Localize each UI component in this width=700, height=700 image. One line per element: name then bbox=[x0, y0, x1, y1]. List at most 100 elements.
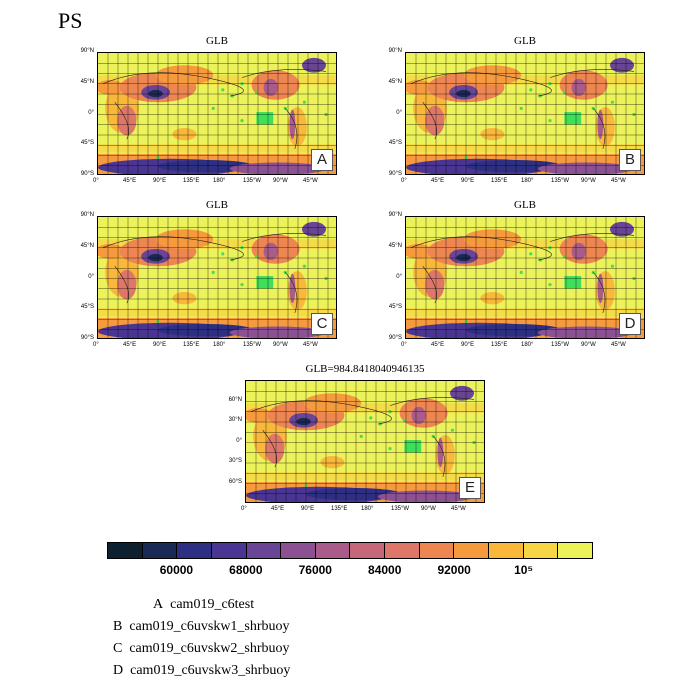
longitude-tick-label: 135°E bbox=[331, 506, 348, 512]
latitude-tick-label: 45°S bbox=[388, 140, 402, 147]
longitude-tick-label: 45°E bbox=[123, 178, 137, 184]
panel-title: GLB bbox=[206, 35, 228, 47]
longitude-tick-label: 45°W bbox=[303, 178, 318, 184]
latitude-tick-label: 90°S bbox=[80, 171, 94, 177]
longitude-tick-label: 90°W bbox=[273, 178, 288, 184]
colorbar-swatch bbox=[211, 543, 247, 558]
colorbar-tick-label: 92000 bbox=[437, 563, 471, 577]
colorbar-swatch bbox=[523, 543, 559, 558]
longitude-tick-label: 90°E bbox=[153, 342, 167, 348]
latitude-tick-label: 60°S bbox=[228, 478, 242, 485]
colorbar-swatch bbox=[177, 543, 212, 558]
longitude-tick-label: 45°W bbox=[451, 506, 466, 512]
latitude-tick-label: 0° bbox=[396, 273, 402, 280]
legend-case-name: cam019_c6uvskw1_shrbuoy bbox=[129, 619, 290, 634]
legend-entry-c: C cam019_c6uvskw2_shrbuoy bbox=[113, 641, 290, 657]
latitude-tick-label: 90°S bbox=[388, 171, 402, 177]
panel-title: GLB bbox=[514, 199, 536, 211]
longitude-tick-label: 135°W bbox=[551, 178, 570, 184]
panel-title: GLB=984.8418040946135 bbox=[305, 363, 425, 375]
longitude-tick-label: 135°W bbox=[243, 342, 262, 348]
legend-letter: A bbox=[153, 597, 164, 612]
map-plot bbox=[245, 380, 485, 503]
latitude-tick-label: 45°N bbox=[80, 242, 94, 249]
legend-letter: D bbox=[113, 663, 124, 678]
latitude-tick-label: 45°S bbox=[80, 140, 94, 147]
pressure-field-map bbox=[246, 381, 484, 502]
longitude-tick-label: 45°W bbox=[611, 342, 626, 348]
panel-letter-label: A bbox=[311, 149, 333, 171]
longitude-tick-label: 45°E bbox=[123, 342, 137, 348]
longitude-tick-label: 90°E bbox=[153, 178, 167, 184]
latitude-tick-label: 45°N bbox=[388, 242, 402, 249]
latitude-tick-label: 45°S bbox=[388, 304, 402, 311]
latitude-tick-label: 45°N bbox=[388, 78, 402, 85]
legend-case-name: cam019_c6uvskw3_shrbuoy bbox=[130, 663, 291, 678]
longitude-tick-label: 180° bbox=[521, 178, 534, 184]
colorbar-swatch bbox=[142, 543, 178, 558]
longitude-tick-label: 90°E bbox=[301, 506, 315, 512]
latitude-tick-label: 90°N bbox=[80, 212, 94, 218]
longitude-tick-label: 90°W bbox=[581, 342, 596, 348]
latitude-tick-label: 30°N bbox=[228, 417, 242, 423]
longitude-tick-label: 135°W bbox=[551, 342, 570, 348]
panel-title: GLB bbox=[514, 35, 536, 47]
latitude-tick-label: 45°S bbox=[80, 304, 94, 311]
colorbar-swatch bbox=[246, 543, 282, 558]
map-plot bbox=[405, 216, 645, 339]
colorbar-swatch bbox=[558, 543, 592, 558]
map-panel-c: GLB C 90°N 45°N 0° 45°S 90°S 0° 45°E 90°E 135°E 1… bbox=[81, 199, 337, 348]
panel-letter-label: C bbox=[311, 313, 333, 335]
colorbar-swatch bbox=[489, 543, 524, 558]
latitude-tick-label: 0° bbox=[236, 437, 242, 444]
panel-title: GLB bbox=[206, 199, 228, 211]
latitude-tick-label: 45°N bbox=[80, 78, 94, 85]
colorbar-tick-label: 68000 bbox=[229, 563, 263, 577]
longitude-tick-label: 0° bbox=[93, 178, 99, 184]
legend-entry-a: A cam019_c6test bbox=[153, 597, 254, 613]
map-plot bbox=[405, 52, 645, 175]
longitude-tick-label: 0° bbox=[401, 342, 407, 348]
panel-letter-label: B bbox=[619, 149, 641, 171]
map-plot bbox=[97, 52, 337, 175]
latitude-tick-label: 60°N bbox=[228, 396, 242, 403]
longitude-tick-label: 45°E bbox=[431, 342, 445, 348]
colorbar-swatch bbox=[108, 543, 143, 558]
longitude-tick-label: 180° bbox=[213, 342, 226, 348]
colorbar-swatch bbox=[281, 543, 316, 558]
map-panel-a: GLB A 90°N 45°N 0° 45°S 90°S 0° 45°E 90°E 135°E 1… bbox=[81, 35, 337, 184]
longitude-tick-label: 135°E bbox=[183, 342, 200, 348]
longitude-tick-label: 90°E bbox=[461, 342, 475, 348]
legend-entry-d: D cam019_c6uvskw3_shrbuoy bbox=[113, 663, 290, 679]
latitude-tick-label: 90°N bbox=[388, 212, 402, 218]
colorbar-swatch bbox=[454, 543, 490, 558]
map-panel-b: GLB B 90°N 45°N 0° 45°S 90°S 0° 45°E 90°E 135°E 1… bbox=[389, 35, 645, 184]
colorbar-swatch bbox=[385, 543, 420, 558]
pressure-field-map bbox=[98, 217, 336, 338]
longitude-tick-label: 45°W bbox=[303, 342, 318, 348]
longitude-tick-label: 135°W bbox=[391, 506, 410, 512]
longitude-tick-label: 0° bbox=[401, 178, 407, 184]
pressure-field-map bbox=[98, 53, 336, 174]
latitude-tick-label: 90°N bbox=[388, 48, 402, 54]
colorbar-tick-label: 84000 bbox=[368, 563, 402, 577]
longitude-tick-label: 135°E bbox=[491, 342, 508, 348]
colorbar-swatch bbox=[350, 543, 386, 558]
longitude-tick-label: 45°E bbox=[271, 506, 285, 512]
pressure-field-map bbox=[406, 53, 644, 174]
longitude-tick-label: 45°W bbox=[611, 178, 626, 184]
latitude-tick-label: 90°S bbox=[388, 335, 402, 341]
longitude-tick-label: 0° bbox=[241, 506, 247, 512]
latitude-tick-label: 0° bbox=[88, 109, 94, 116]
latitude-tick-label: 30°S bbox=[228, 458, 242, 464]
latitude-tick-label: 0° bbox=[88, 273, 94, 280]
longitude-tick-label: 135°E bbox=[183, 178, 200, 184]
panel-letter-label: D bbox=[619, 313, 641, 335]
colorbar-swatch bbox=[315, 543, 351, 558]
longitude-tick-label: 0° bbox=[93, 342, 99, 348]
latitude-tick-label: 90°N bbox=[80, 48, 94, 54]
longitude-tick-label: 180° bbox=[361, 506, 374, 512]
colorbar-tick-label: 10⁵ bbox=[514, 563, 534, 577]
longitude-tick-label: 90°E bbox=[461, 178, 475, 184]
colorbar bbox=[107, 542, 593, 559]
